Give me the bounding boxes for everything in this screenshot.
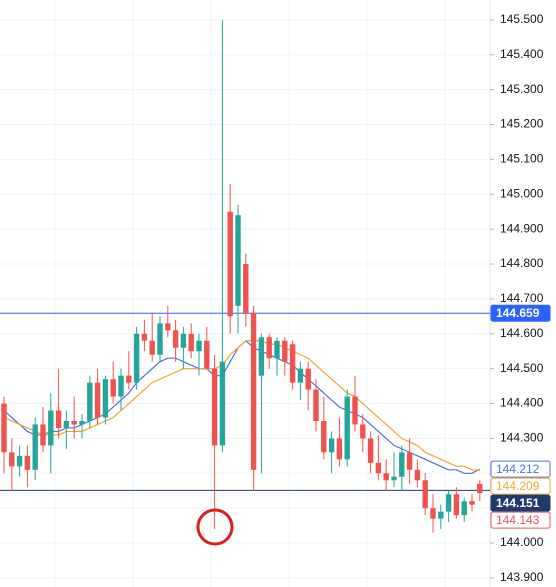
price-label: 144.209: [496, 479, 540, 493]
candle-body: [149, 340, 155, 355]
y-tick-label: 145.200: [500, 117, 544, 131]
candle-body: [274, 340, 280, 359]
price-label: 144.143: [496, 513, 540, 527]
price-label-box: [490, 511, 551, 529]
candle-body: [321, 420, 327, 453]
y-tick-label: 144.600: [500, 326, 544, 340]
candle-body: [313, 389, 319, 421]
candle-body: [110, 379, 116, 397]
candle-body: [196, 340, 202, 352]
candle-body: [375, 462, 382, 474]
candle-body: [399, 452, 405, 477]
candle-body: [258, 337, 265, 376]
candle-body: [188, 333, 194, 352]
candle-body: [16, 455, 23, 467]
candle-body: [430, 508, 436, 519]
y-tick-label: 145.000: [500, 186, 544, 200]
price-label-box: [490, 304, 551, 322]
candle-body: [383, 473, 389, 481]
y-tick-label: 144.700: [500, 291, 544, 305]
y-tick-label: 145.100: [500, 152, 544, 166]
candle-body: [9, 452, 15, 467]
candle-body: [141, 333, 148, 341]
y-tick-label: 144.400: [500, 396, 544, 410]
candle-body: [157, 323, 163, 355]
y-tick-label: 144.800: [500, 256, 544, 270]
candle-body: [1, 403, 7, 453]
candle-body: [250, 312, 257, 470]
candle-body: [102, 379, 109, 418]
candle-body: [352, 396, 358, 425]
candle-body: [118, 375, 124, 397]
price-label-box: [490, 477, 551, 495]
candle-body: [219, 361, 226, 446]
candle-body: [477, 483, 483, 494]
plot: [0, 19, 490, 533]
candle-body: [165, 323, 171, 331]
y-axis: 143.900144.000144.100144.200144.300144.4…: [490, 12, 551, 584]
candle-body: [243, 264, 249, 313]
candle-body: [336, 438, 343, 460]
price-label-box: [490, 460, 551, 478]
y-tick-label: 145.500: [500, 12, 544, 26]
candle-body: [414, 469, 421, 481]
y-tick-label: 145.300: [500, 82, 544, 96]
candle-body: [344, 396, 350, 460]
y-tick-label: 144.900: [500, 221, 544, 235]
y-tick-label: 144.000: [500, 535, 544, 549]
candle-body: [24, 455, 31, 470]
candle-body: [180, 333, 187, 348]
candle-body: [328, 438, 335, 453]
candle-body: [453, 494, 460, 516]
candle-body: [282, 340, 288, 362]
y-tick-label: 143.900: [500, 570, 544, 584]
candle-body: [289, 344, 296, 383]
candle-body: [305, 368, 311, 390]
candle-body: [55, 410, 62, 428]
candle-body: [445, 494, 452, 512]
candle-body: [204, 340, 210, 369]
candle-body: [71, 420, 77, 425]
candle-body: [79, 420, 85, 425]
y-tick-label: 145.400: [500, 47, 544, 61]
candle-body: [469, 501, 475, 505]
y-tick-label: 144.500: [500, 361, 544, 375]
candle-body: [126, 375, 132, 383]
candle-body: [94, 382, 101, 418]
price-label: 144.151: [496, 496, 540, 510]
candle-body: [461, 501, 467, 516]
candle-body: [235, 215, 241, 306]
candle-body: [63, 420, 70, 428]
candle-body: [438, 511, 444, 519]
candle-body: [227, 211, 233, 317]
candle-body: [211, 368, 218, 446]
price-label: 144.212: [496, 462, 540, 476]
candle-body: [406, 452, 413, 470]
y-tick-label: 144.300: [500, 431, 544, 445]
price-label: 144.659: [496, 306, 540, 320]
candle-body: [297, 368, 304, 383]
candle-body: [172, 330, 179, 348]
candle-body: [266, 337, 272, 359]
moving-average: [3, 340, 480, 471]
candle-body: [133, 333, 140, 383]
candle-body: [32, 424, 38, 470]
candle-body: [360, 424, 366, 439]
candle-body: [48, 410, 54, 446]
candle-body: [87, 382, 93, 421]
candle-body: [422, 480, 428, 509]
highlight-circle: [196, 508, 234, 546]
candle-body: [367, 438, 374, 463]
candle-body: [391, 476, 397, 481]
candle-body: [40, 424, 46, 446]
price-label-box: [490, 494, 551, 512]
